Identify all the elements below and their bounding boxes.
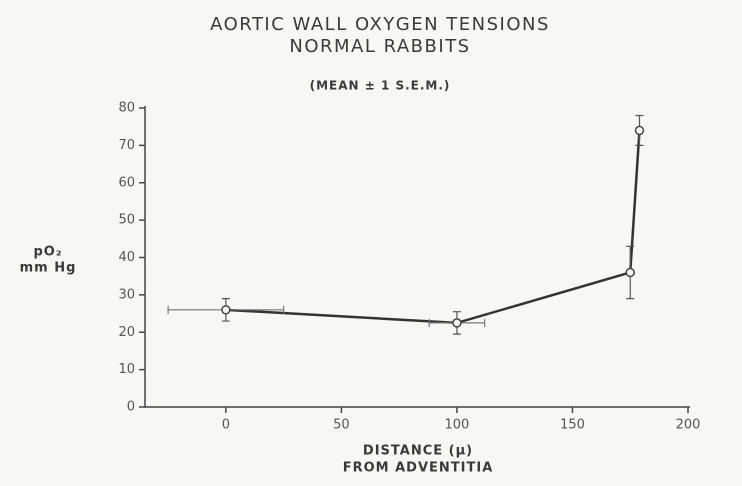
y-tick-label: 80	[118, 101, 135, 116]
y-tick-label: 70	[118, 138, 135, 153]
y-axis-label: mm Hg	[20, 261, 77, 276]
x-tick-label: 50	[333, 418, 350, 433]
y-tick-label: 30	[118, 287, 135, 302]
chart-title-line-2: NORMAL RABBITS	[289, 36, 470, 57]
x-tick-label: 0	[222, 418, 230, 433]
x-axis-label: FROM ADVENTITIA	[343, 461, 494, 476]
y-tick-label: 40	[118, 250, 135, 265]
x-tick-label: 150	[560, 418, 585, 433]
data-point	[221, 305, 231, 315]
y-tick-label: 10	[118, 362, 135, 377]
chart-title: AORTIC WALL OXYGEN TENSIONS	[210, 14, 550, 35]
data-point	[452, 318, 462, 328]
y-tick-label: 60	[118, 175, 135, 190]
x-tick-label: 200	[676, 418, 701, 433]
x-tick-label: 100	[445, 418, 470, 433]
data-point	[634, 125, 645, 136]
data-line	[225, 130, 641, 325]
data-point	[625, 267, 635, 278]
y-tick-label: 50	[118, 213, 135, 228]
y-tick-label: 20	[118, 325, 135, 340]
chart-subtitle: (MEAN ± 1 S.E.M.)	[310, 79, 451, 93]
y-axis-label: pO₂	[33, 245, 62, 260]
y-tick-label: 0	[127, 400, 135, 415]
x-axis-label: DISTANCE (µ)	[363, 444, 473, 459]
